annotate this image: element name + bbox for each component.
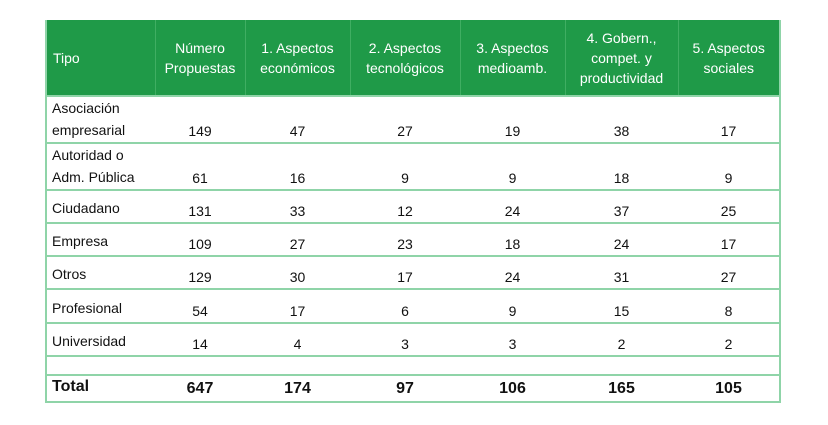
- table-cell: 4: [245, 322, 350, 356]
- header-cell: 1. Aspectos económicos: [245, 20, 351, 96]
- row-label: Profesional: [46, 288, 155, 323]
- header-row: Tipo Número Propuestas 1. Aspectos econó…: [46, 20, 780, 96]
- table-cell: 24: [460, 255, 565, 289]
- row-label: Universidad: [46, 322, 155, 356]
- table-cell: 9: [350, 142, 460, 190]
- table-cell: 54: [155, 288, 245, 323]
- table-cell: 47: [245, 95, 350, 143]
- row-label: Asociación empresarial: [46, 95, 155, 143]
- table-cell: 17: [678, 95, 780, 143]
- total-cell: 647: [155, 374, 245, 403]
- table-cell: 24: [460, 189, 565, 223]
- table-cell: 19: [460, 95, 565, 143]
- header-cell: 4. Gobern., compet. y productividad: [565, 20, 679, 96]
- spacer-row: [46, 355, 780, 375]
- table-row: Autoridad o Adm. Pública 61 16 9 9 18 9: [46, 142, 780, 190]
- table-cell: 14: [155, 322, 245, 356]
- header-cell: Tipo: [46, 20, 156, 96]
- total-label: Total: [46, 374, 155, 403]
- total-cell: 105: [678, 374, 780, 403]
- table-cell: 27: [678, 255, 780, 289]
- table-cell: 109: [155, 222, 245, 256]
- total-cell: 106: [460, 374, 565, 403]
- table-cell: 25: [678, 189, 780, 223]
- row-label: Otros: [46, 255, 155, 289]
- table-cell: 30: [245, 255, 350, 289]
- proposals-table: Tipo Número Propuestas 1. Aspectos econó…: [45, 20, 781, 403]
- table-cell: 18: [565, 142, 678, 190]
- row-label: Empresa: [46, 222, 155, 256]
- table-row: Otros 129 30 17 24 31 27: [46, 255, 780, 289]
- table-cell: 38: [565, 95, 678, 143]
- table-cell: 27: [350, 95, 460, 143]
- table-cell: 9: [460, 142, 565, 190]
- row-label: Autoridad o Adm. Pública: [46, 142, 155, 190]
- empty-cell: [350, 355, 460, 375]
- table-cell: 16: [245, 142, 350, 190]
- empty-cell: [155, 355, 245, 375]
- table-row: Profesional 54 17 6 9 15 8: [46, 288, 780, 323]
- table-cell: 149: [155, 95, 245, 143]
- total-cell: 165: [565, 374, 678, 403]
- header-cell: Número Propuestas: [155, 20, 246, 96]
- empty-cell: [565, 355, 678, 375]
- table-row: Empresa 109 27 23 18 24 17: [46, 222, 780, 256]
- table-cell: 61: [155, 142, 245, 190]
- table-cell: 17: [245, 288, 350, 323]
- table-cell: 129: [155, 255, 245, 289]
- empty-cell: [460, 355, 565, 375]
- total-cell: 174: [245, 374, 350, 403]
- table-cell: 18: [460, 222, 565, 256]
- table-cell: 33: [245, 189, 350, 223]
- table-row: Asociación empresarial 149 47 27 19 38 17: [46, 95, 780, 143]
- table-cell: 15: [565, 288, 678, 323]
- table-cell: 31: [565, 255, 678, 289]
- total-row: Total 647 174 97 106 165 105: [46, 374, 780, 403]
- table-cell: 37: [565, 189, 678, 223]
- table-cell: 6: [350, 288, 460, 323]
- table-cell: 3: [460, 322, 565, 356]
- row-label: Ciudadano: [46, 189, 155, 223]
- table-cell: 24: [565, 222, 678, 256]
- table-cell: 9: [460, 288, 565, 323]
- empty-cell: [245, 355, 350, 375]
- empty-cell: [46, 355, 155, 375]
- table-cell: 12: [350, 189, 460, 223]
- table-cell: 2: [565, 322, 678, 356]
- table-row: Universidad 14 4 3 3 2 2: [46, 322, 780, 356]
- table-cell: 17: [350, 255, 460, 289]
- header-cell: 3. Aspectos medioamb.: [460, 20, 566, 96]
- empty-cell: [678, 355, 780, 375]
- header-cell: 2. Aspectos tecnológicos: [350, 20, 461, 96]
- table-cell: 3: [350, 322, 460, 356]
- header-cell: 5. Aspectos sociales: [678, 20, 780, 96]
- total-cell: 97: [350, 374, 460, 403]
- table-cell: 17: [678, 222, 780, 256]
- table-cell: 8: [678, 288, 780, 323]
- table-row: Ciudadano 131 33 12 24 37 25: [46, 189, 780, 223]
- table-cell: 9: [678, 142, 780, 190]
- table-cell: 2: [678, 322, 780, 356]
- table-cell: 23: [350, 222, 460, 256]
- table-cell: 27: [245, 222, 350, 256]
- table-cell: 131: [155, 189, 245, 223]
